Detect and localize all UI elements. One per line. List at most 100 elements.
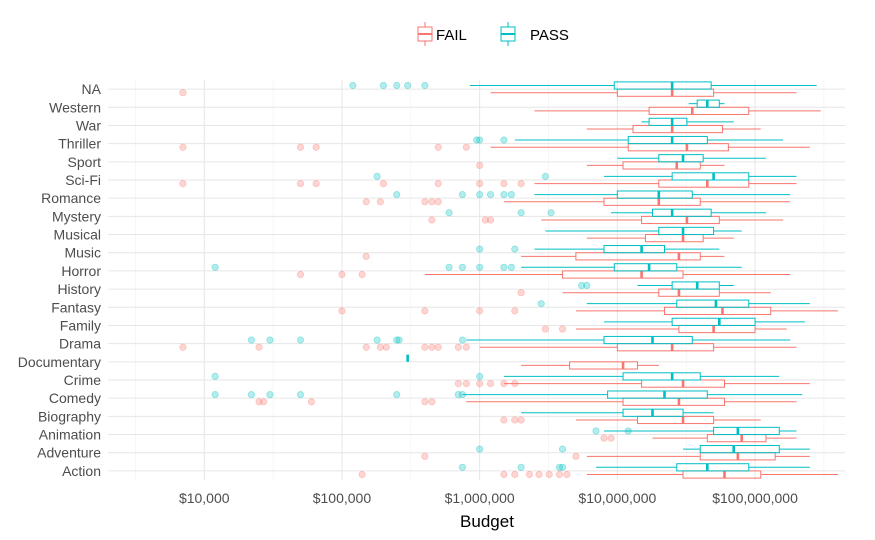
outlier-point — [296, 336, 305, 344]
series-pass — [211, 81, 817, 472]
outlier-point — [517, 416, 525, 424]
box — [636, 415, 715, 425]
boxplot-pass — [472, 135, 784, 145]
outlier-point — [486, 216, 495, 224]
outlier-point — [393, 81, 401, 90]
outlier-point — [558, 463, 567, 471]
outlier-point — [500, 136, 508, 144]
boxplot-pass — [458, 463, 810, 472]
boxplot-fail — [362, 252, 725, 261]
outlier-point — [358, 270, 366, 279]
box — [627, 135, 708, 145]
boxplot-pass — [688, 99, 725, 108]
outlier-point — [179, 180, 187, 188]
y-tick-label: Thriller — [58, 136, 101, 152]
boxplot-pass — [617, 154, 766, 163]
x-tick-label: $100,000,000 — [712, 490, 798, 506]
outlier-point — [296, 270, 305, 279]
outlier-point — [393, 190, 401, 199]
outlier-point — [458, 390, 467, 399]
boxplot-pass — [592, 426, 797, 436]
outlier-point — [255, 343, 263, 351]
outlier-point — [500, 416, 508, 424]
outlier-point — [517, 463, 525, 471]
outlier-point — [545, 470, 553, 479]
outlier-point — [445, 209, 453, 217]
y-tick-label: Horror — [61, 263, 101, 279]
outlier-point — [563, 470, 571, 479]
boxplot-fail — [362, 197, 791, 206]
boxplot-fail — [358, 470, 838, 479]
outlier-point — [511, 307, 519, 315]
boxplot-fail — [255, 397, 797, 406]
box — [644, 234, 704, 243]
outlier-point — [541, 172, 549, 180]
outlier-point — [507, 263, 515, 271]
boxplot-fail — [179, 88, 797, 97]
box — [641, 215, 720, 225]
outlier-point — [462, 343, 470, 351]
outlier-point — [362, 343, 370, 351]
boxplot-fail — [476, 161, 725, 170]
x-tick-label: $100,000 — [313, 490, 372, 506]
legend-label-pass: PASS — [530, 27, 569, 44]
box — [652, 208, 712, 217]
boxplot-fail — [179, 343, 797, 352]
outlier-point — [476, 307, 484, 315]
outlier-point — [462, 379, 470, 388]
outlier-point — [266, 390, 274, 399]
y-tick-label: Adventure — [37, 445, 101, 461]
boxplot-pass — [349, 81, 817, 90]
outlier-point — [476, 379, 484, 388]
boxplot-pass — [577, 281, 734, 290]
boxplot-fail — [600, 434, 797, 443]
box — [616, 88, 715, 97]
box — [648, 106, 750, 115]
boxplot-fail — [428, 215, 784, 225]
boxplot-pass — [545, 226, 742, 236]
box — [562, 270, 684, 279]
outlier-point — [211, 390, 219, 399]
outlier-point — [421, 343, 429, 351]
outlier-point — [266, 336, 274, 344]
boxplot-pass — [537, 299, 810, 308]
y-tick-label: Western — [49, 99, 101, 115]
outlier-point — [500, 180, 508, 188]
y-tick-label: Sport — [68, 154, 102, 170]
outlier-point — [338, 307, 346, 315]
outlier-point — [211, 372, 219, 380]
y-tick-label: Romance — [41, 190, 101, 206]
outlier-point — [472, 136, 481, 144]
outlier-point — [179, 343, 187, 351]
boxplot-fail — [179, 143, 810, 152]
outlier-point — [260, 398, 268, 406]
box — [622, 372, 701, 381]
box — [671, 172, 750, 181]
box — [658, 288, 720, 297]
y-tick-label: War — [76, 117, 101, 133]
outlier-point — [454, 343, 462, 351]
boxplot-fail — [338, 306, 838, 315]
outlier-point — [476, 180, 484, 188]
outlier-point — [296, 180, 305, 188]
outlier-point — [255, 398, 263, 406]
box — [622, 397, 726, 406]
outlier-point — [577, 281, 586, 290]
boxplot-pass — [211, 263, 742, 272]
outlier-point — [583, 281, 591, 290]
boxplot-pass — [445, 208, 766, 217]
box — [607, 390, 708, 399]
boxplot-pass — [641, 117, 734, 126]
outlier-point — [358, 470, 366, 479]
outlier-point — [434, 143, 442, 151]
outlier-point — [338, 270, 346, 279]
outlier-point — [476, 190, 484, 199]
boxplot-fail — [179, 179, 797, 188]
plot-marks — [179, 81, 838, 479]
outlier-point — [349, 81, 357, 90]
outlier-point — [507, 190, 515, 199]
boxplot-pass — [476, 445, 810, 454]
y-tick-label: Animation — [39, 427, 101, 443]
boxplot-fail — [586, 234, 734, 243]
outlier-point — [476, 445, 484, 453]
